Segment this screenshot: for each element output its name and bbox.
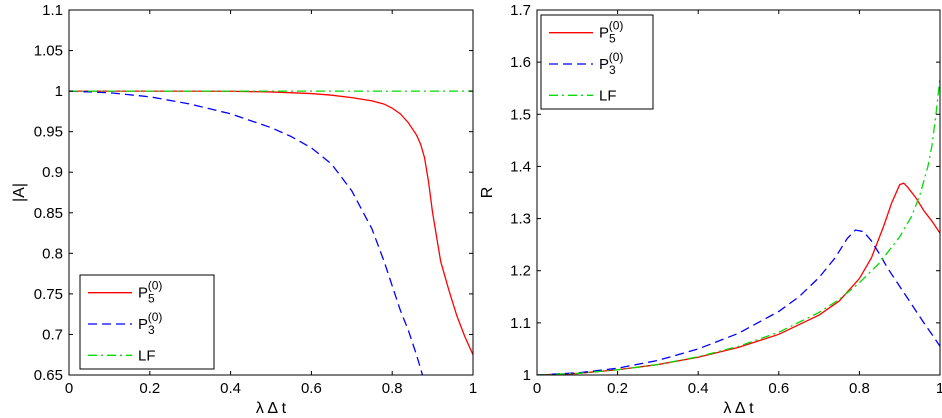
x-axis-label: λ Δ t — [723, 400, 754, 417]
x-tick-label: 0.4 — [688, 380, 709, 397]
series-line-2 — [537, 229, 940, 375]
plot-frame — [68, 9, 474, 376]
x-tick-label: 0.8 — [849, 380, 870, 397]
chart-panel-1: 0 0.2 0.4 0.6 0.8 1 0.65 0.7 0.75 0.8 0.85 0.9 0.95 1… — [11, 2, 477, 417]
legend-label: LF — [138, 347, 156, 364]
x-tick-label: 0.4 — [220, 380, 241, 397]
legend: P5(0) P3(0) LF — [540, 14, 654, 110]
legend-label: LF — [599, 87, 617, 104]
y-tick-label: 0.75 — [34, 286, 63, 303]
y-tick-label: 1.05 — [34, 43, 63, 60]
legend: P5(0) P3(0) LF — [79, 274, 215, 370]
legend-box — [79, 274, 215, 370]
legend-label: P3(0) — [599, 50, 623, 77]
y-tick-label: 0.9 — [42, 164, 63, 181]
y-tick-label: 0.65 — [34, 367, 63, 384]
x-tick-label: 0 — [65, 380, 73, 397]
y-tick-label: 1.5 — [510, 106, 531, 123]
x-axis-label: λ Δ t — [256, 400, 287, 417]
x-tick-label: 0.2 — [607, 380, 628, 397]
legend-label: P5(0) — [138, 279, 162, 306]
x-tick-label: 0.2 — [139, 380, 160, 397]
x-tick-label: 0.6 — [301, 380, 322, 397]
x-tick-label: 0.6 — [768, 380, 789, 397]
y-tick-label: 1.6 — [510, 54, 531, 71]
x-tick-label: 1 — [936, 380, 942, 397]
x-tick-label: 0 — [533, 380, 541, 397]
series-line-3 — [537, 77, 940, 375]
legend-box — [540, 14, 654, 110]
y-tick-label: 1 — [523, 367, 531, 384]
legend-label: P3(0) — [138, 310, 162, 337]
chart-panel-2: 0 0.2 0.4 0.6 0.8 1 1 1.1 1.2 1.3 1.4 1.5 1.6 1.7 λ Δ … — [479, 2, 942, 417]
y-axis-label: |A| — [11, 183, 28, 202]
plot-frame — [536, 9, 941, 376]
x-tick-label: 0.8 — [382, 380, 403, 397]
y-tick-label: 1.3 — [510, 211, 531, 228]
y-tick-label: 1.1 — [42, 2, 63, 19]
legend-label: P5(0) — [599, 19, 623, 46]
x-tick-label: 1 — [469, 380, 477, 397]
y-tick-label: 0.95 — [34, 124, 63, 141]
y-tick-label: 1.2 — [510, 263, 531, 280]
y-tick-label: 1 — [55, 83, 63, 100]
y-tick-label: 0.85 — [34, 205, 63, 222]
y-tick-label: 1.4 — [510, 158, 531, 175]
y-axis-label: R — [479, 187, 496, 199]
y-tick-label: 1.7 — [510, 2, 531, 19]
y-tick-label: 0.7 — [42, 326, 63, 343]
y-tick-label: 0.8 — [42, 245, 63, 262]
y-tick-label: 1.1 — [510, 315, 531, 332]
